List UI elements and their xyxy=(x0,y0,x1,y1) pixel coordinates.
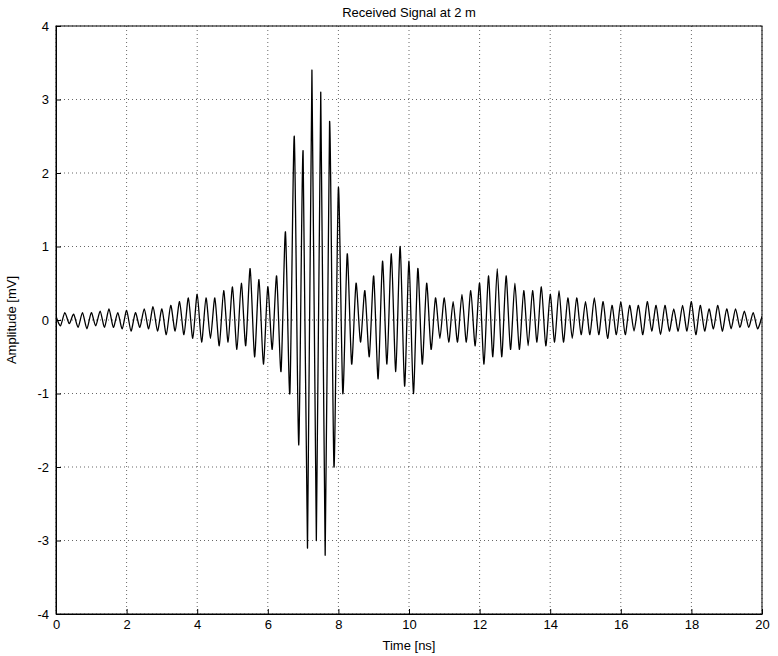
grid xyxy=(56,26,762,614)
x-tick: 18 xyxy=(685,609,699,632)
x-tick: 8 xyxy=(335,609,342,632)
y-tick: 2 xyxy=(42,166,61,181)
x-tick-mark xyxy=(338,609,339,614)
y-tick-label: 3 xyxy=(42,92,49,107)
x-tick-label: 8 xyxy=(335,617,342,632)
y-tick-label: 1 xyxy=(42,239,49,254)
grid-line-x xyxy=(479,26,480,614)
x-tick-label: 2 xyxy=(123,617,130,632)
y-tick: -3 xyxy=(37,533,61,548)
grid-line-y xyxy=(56,393,762,394)
y-tick-label: 4 xyxy=(42,19,49,34)
x-tick-mark xyxy=(197,609,198,614)
x-tick-label: 6 xyxy=(265,617,272,632)
y-tick-mark xyxy=(56,247,61,248)
chart-title: Received Signal at 2 m xyxy=(342,5,476,20)
y-tick-mark xyxy=(56,541,61,542)
x-axis-title: Time [ns] xyxy=(383,638,436,653)
x-tick-mark xyxy=(480,609,481,614)
y-tick: 0 xyxy=(42,313,61,328)
x-tick-label: 4 xyxy=(194,617,201,632)
y-tick-mark xyxy=(56,100,61,101)
x-tick: 2 xyxy=(123,609,130,632)
x-tick-label: 16 xyxy=(614,617,628,632)
y-tick-label: 2 xyxy=(42,166,49,181)
y-tick: 4 xyxy=(42,19,61,34)
plot-frame xyxy=(56,26,762,614)
chart: 02468101214161820-4-3-2-101234Received S… xyxy=(0,0,778,656)
grid-line-y xyxy=(56,467,762,468)
y-tick: 1 xyxy=(42,239,61,254)
grid-line-y xyxy=(56,246,762,247)
grid-line-x xyxy=(126,26,127,614)
plot-background xyxy=(56,26,762,614)
grid-line-y xyxy=(56,320,762,321)
x-axis: 0 2 4 6 8 10 12 14 16 18 20 xyxy=(53,609,770,632)
x-tick-label: 10 xyxy=(402,617,416,632)
x-tick: 12 xyxy=(473,609,487,632)
plot: 02468101214161820-4-3-2-101234 xyxy=(37,19,769,633)
y-tick: -2 xyxy=(37,460,61,475)
x-tick: 14 xyxy=(543,609,557,632)
y-tick-mark xyxy=(56,320,61,321)
y-tick-label: -1 xyxy=(37,386,49,401)
x-tick-mark xyxy=(762,609,763,614)
x-tick-mark xyxy=(691,609,692,614)
x-tick-mark xyxy=(621,609,622,614)
signal-line xyxy=(56,70,762,555)
y-axis: -4 -3 -2 -1 0 1 2 3 4 xyxy=(37,19,61,622)
y-tick-mark xyxy=(56,394,61,395)
y-tick: 3 xyxy=(42,92,61,107)
x-axis-line xyxy=(57,614,763,615)
x-tick-mark xyxy=(127,609,128,614)
y-tick-mark xyxy=(56,614,61,615)
x-tick-mark xyxy=(550,609,551,614)
y-tick-label: -2 xyxy=(37,460,49,475)
y-tick-label: -4 xyxy=(37,607,49,622)
y-tick: -4 xyxy=(37,607,61,622)
grid-line-x xyxy=(550,26,551,614)
grid-line-x xyxy=(338,26,339,614)
x-tick-label: 20 xyxy=(755,617,769,632)
grid-line-x xyxy=(691,26,692,614)
x-tick: 10 xyxy=(402,609,416,632)
x-tick-label: 18 xyxy=(685,617,699,632)
y-axis-title: Amplitude [mV] xyxy=(4,276,19,364)
x-tick-label: 0 xyxy=(53,617,60,632)
x-tick-mark xyxy=(268,609,269,614)
y-tick-mark xyxy=(56,467,61,468)
x-tick-mark xyxy=(409,609,410,614)
grid-line-y xyxy=(56,540,762,541)
x-tick: 16 xyxy=(614,609,628,632)
series-group xyxy=(56,70,762,555)
y-tick-label: -3 xyxy=(37,533,49,548)
y-tick-mark xyxy=(56,26,61,27)
x-tick: 6 xyxy=(265,609,272,632)
x-tick: 4 xyxy=(194,609,201,632)
y-tick: -1 xyxy=(37,386,61,401)
grid-line-y xyxy=(56,173,762,174)
y-tick-label: 0 xyxy=(42,313,49,328)
x-tick-label: 12 xyxy=(473,617,487,632)
x-tick: 20 xyxy=(755,609,769,632)
y-tick-mark xyxy=(56,173,61,174)
x-tick-label: 14 xyxy=(543,617,557,632)
grid-line-y xyxy=(56,99,762,100)
